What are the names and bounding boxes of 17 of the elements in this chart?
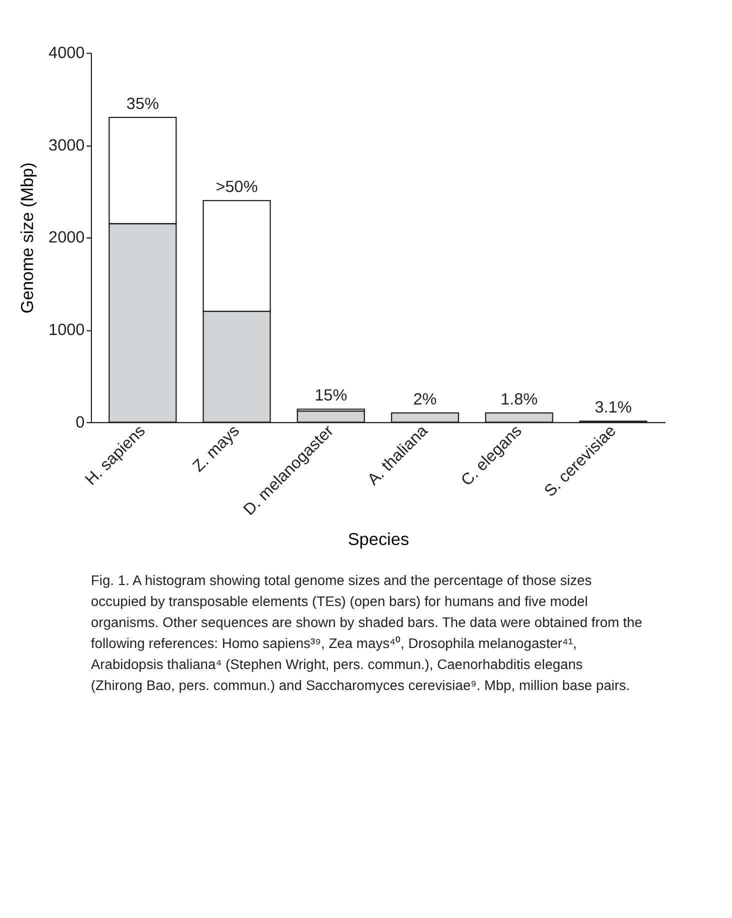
annotation: >50% <box>216 178 258 196</box>
caption: Fig. 1. A histogram showing total genome sizes and the percentage of those sizes occupied by transposable elements (TEs) (open bars) for humans and five model organisms. Other sequences are shown by shaded bars. The data were obtained from the following references: Homo sapiens³⁹, Zea mays⁴⁰, Drosophila melanogaster⁴¹, Arabidopsis thaliana⁴ (Stephen Wright, pers. commun.), Caenorhabditis elegans (Zhirong Bao, pers. commun.) and Saccharomyces cerevisiae⁹. Mbp, million base pairs. <box>90 572 643 694</box>
y-tick-label: 2000 <box>48 228 85 247</box>
y-tick-label: 1000 <box>48 321 85 340</box>
annotation: 1.8% <box>500 390 538 408</box>
bar <box>296 410 365 423</box>
y-tick-label: 0 <box>76 413 85 432</box>
y-tick-label: 4000 <box>48 44 85 62</box>
y-axis-title: Genome size (Mbp) <box>17 162 38 314</box>
bar <box>390 412 460 423</box>
annotation: 2% <box>413 390 437 408</box>
x-axis-title: Species <box>348 528 410 549</box>
annotation: 35% <box>126 94 159 113</box>
bar <box>485 412 554 423</box>
annotation: 3.1% <box>594 398 632 417</box>
y-tick-label: 3000 <box>48 136 85 154</box>
annotation: 15% <box>314 386 348 405</box>
